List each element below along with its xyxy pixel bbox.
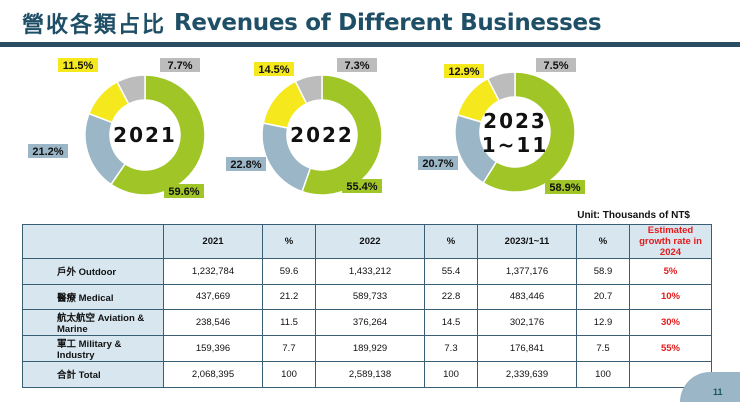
percent-label-box (342, 179, 382, 193)
percent-label: 59.6% (168, 186, 199, 198)
percent-label: 7.5% (543, 60, 568, 72)
percent-label-box (226, 157, 266, 171)
percent-label-box (254, 62, 294, 76)
header-cell: % (262, 224, 316, 259)
page-title: 營收各類占比 Revenues of Different Businesses (22, 6, 602, 40)
revenue-table: 2021 % 2022 % 2023/1~11 % Estimated grow… (22, 224, 712, 388)
donut-year-label: 2022 (290, 123, 354, 147)
donut-2022: 2022 55.4% 22.8% 14.5% 7.3% (226, 58, 383, 196)
table-cell: 437,669 (163, 283, 263, 310)
percent-label: 20.7% (422, 158, 453, 170)
donut-charts: 2021 59.6% 21.2% 11.5% 7.7% 2022 55.4% 22.8% 14… (28, 58, 585, 198)
table-cell: 100 (424, 361, 478, 388)
donut-year-label: 2021 (113, 123, 177, 147)
table-cell: 7.5 (576, 335, 630, 362)
header-cell: 2022 (315, 224, 425, 259)
row-label: 戶外 Outdoor (22, 258, 164, 285)
table-cell: 12.9 (576, 309, 630, 336)
table-cell: 7.7 (262, 335, 316, 362)
table-cell: 159,396 (163, 335, 263, 362)
donut-slice-outdoor (482, 71, 576, 193)
header-cell: 2023/1~11 (477, 224, 577, 259)
table-cell: 2,068,395 (163, 361, 263, 388)
table-cell: 1,377,176 (477, 258, 577, 285)
page-number: 11 (713, 387, 723, 397)
table-cell: 302,176 (477, 309, 577, 336)
row-label: 軍工 Military & Industry (22, 335, 164, 362)
percent-label: 58.9% (549, 182, 580, 194)
percent-label-box (58, 58, 98, 72)
page-title-zh: 營收各類占比 (22, 12, 167, 38)
growth-cell: 30% (629, 309, 712, 336)
percent-label-box (164, 184, 204, 198)
percent-label: 55.4% (346, 181, 377, 193)
corner-decoration (680, 372, 740, 402)
percent-label: 21.2% (32, 146, 63, 158)
donut-2021: 2021 59.6% 21.2% 11.5% 7.7% (28, 58, 206, 198)
table-row: 軍工 Military & Industry 159,396 7.7 189,929 7… (22, 335, 712, 362)
percent-label-box (444, 64, 484, 78)
row-label: 航太航空 Aviation & Marine (22, 309, 164, 336)
unit-note: Unit: Thousands of NT$ (577, 210, 690, 221)
table-cell: 100 (576, 361, 630, 388)
table-cell: 58.9 (576, 258, 630, 285)
growth-cell: 55% (629, 335, 712, 362)
table-cell: 483,446 (477, 283, 577, 310)
percent-label-box (160, 58, 200, 72)
table-row: 醫療 Medical 437,669 21.2 589,733 22.8 483,446 2… (22, 283, 712, 310)
table-row: 航太航空 Aviation & Marine 238,546 11.5 376,264… (22, 309, 712, 336)
donut-slice-military (116, 74, 146, 106)
table-cell: 20.7 (576, 283, 630, 310)
table-cell: 589,733 (315, 283, 425, 310)
table-cell: 7.3 (424, 335, 478, 362)
table-cell: 1,232,784 (163, 258, 263, 285)
donut-slice-military (486, 71, 516, 102)
percent-label: 22.8% (230, 159, 261, 171)
donut-slice-outdoor (301, 74, 383, 196)
table-cell: 2,339,639 (477, 361, 577, 388)
percent-label-box (28, 144, 68, 158)
table-header-row: 2021 % 2022 % 2023/1~11 % Estimated grow… (22, 224, 712, 259)
table-cell: 14.5 (424, 309, 478, 336)
donut-period-label: 1~11 (482, 133, 549, 157)
table-cell: 21.2 (262, 283, 316, 310)
percent-label-box (545, 180, 585, 194)
row-label: 合計 Total (22, 361, 164, 388)
table-row: 合計 Total 2,068,395 100 2,589,138 100 2,339,63… (22, 361, 712, 388)
percent-label-box (536, 58, 576, 72)
donut-year-label: 2023 (483, 109, 547, 133)
percent-label: 12.9% (448, 66, 479, 78)
table-cell: 22.8 (424, 283, 478, 310)
table-cell: 189,929 (315, 335, 425, 362)
percent-label-box (418, 156, 458, 170)
donut-slice-military (294, 74, 323, 105)
row-label: 醫療 Medical (22, 283, 164, 310)
percent-label: 7.7% (167, 60, 192, 72)
donut-slice-outdoor (109, 74, 206, 196)
growth-cell: 5% (629, 258, 712, 285)
table-cell: 100 (262, 361, 316, 388)
header-cell: % (576, 224, 630, 259)
table-cell: 238,546 (163, 309, 263, 336)
header-cell: % (424, 224, 478, 259)
header-cell (22, 224, 164, 259)
table-cell: 376,264 (315, 309, 425, 336)
header-cell-growth: Estimated growth rate in 2024 (629, 224, 712, 259)
percent-label-box (337, 58, 377, 72)
table-cell: 55.4 (424, 258, 478, 285)
table-cell: 176,841 (477, 335, 577, 362)
table-cell: 11.5 (262, 309, 316, 336)
table-row: 戶外 Outdoor 1,232,784 59.6 1,433,212 55.4 1,37… (22, 258, 712, 285)
table-cell: 59.6 (262, 258, 316, 285)
percent-label: 7.3% (344, 60, 369, 72)
title-underline (0, 42, 740, 47)
percent-label: 11.5% (63, 60, 94, 72)
growth-cell: 10% (629, 283, 712, 310)
header-cell: 2021 (163, 224, 263, 259)
table-cell: 1,433,212 (315, 258, 425, 285)
page-title-en: Revenues of Different Businesses (174, 10, 602, 36)
table-cell: 2,589,138 (315, 361, 425, 388)
percent-label: 14.5% (258, 64, 289, 76)
